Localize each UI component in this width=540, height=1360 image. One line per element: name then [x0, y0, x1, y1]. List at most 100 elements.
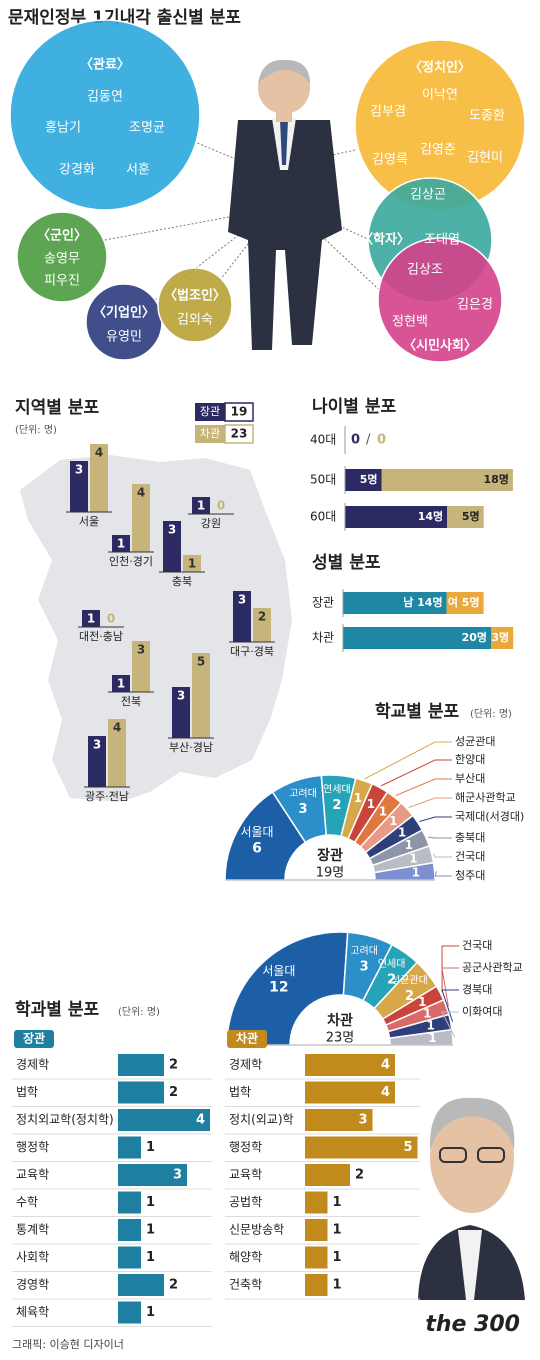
value-label: 18명 [483, 472, 508, 486]
row-label: 60대 [310, 510, 336, 524]
region-value: 0 [107, 612, 115, 626]
region-value: 0 [217, 499, 225, 513]
region-bar [132, 641, 150, 692]
chart-title: 성별 분포 [312, 553, 381, 573]
value-label: 1 [146, 1305, 155, 1320]
legend-swatch [195, 425, 225, 443]
slice-value: 2 [405, 989, 414, 1004]
row-label: 50대 [310, 473, 336, 487]
separator: / [366, 433, 371, 448]
region-bar [108, 719, 126, 787]
member-name: 김영춘 [420, 143, 456, 158]
member-name: 김외숙 [177, 313, 213, 328]
major-bar [305, 1109, 373, 1131]
row-label: 사회학 [16, 1250, 49, 1264]
slice-value: 1 [398, 825, 406, 839]
row-label: 행정학 [16, 1139, 49, 1154]
stacked-bar [381, 469, 513, 491]
region-value: 5 [197, 655, 205, 669]
row-label: 건축학 [229, 1278, 262, 1292]
member-name: 김부겸 [370, 105, 406, 120]
center-label: 장관 [317, 847, 343, 864]
group-circle [377, 237, 503, 363]
member-name: 김은경 [457, 298, 493, 313]
value-label: 0 [377, 433, 386, 448]
slice-name: 연세대 [378, 958, 406, 970]
row-label: 경제학 [16, 1058, 49, 1072]
korea-map [20, 455, 292, 802]
group-circle [16, 211, 108, 303]
slice-value: 3 [360, 959, 369, 974]
major-bar [305, 1136, 418, 1159]
value-label: 5명 [360, 472, 378, 486]
leader-line [434, 871, 452, 877]
value-label: 4 [381, 1058, 390, 1073]
slice-value: 1 [409, 851, 417, 865]
slice-name: 경북대 [462, 983, 492, 996]
region-value: 3 [177, 689, 185, 703]
region-bar [112, 535, 130, 552]
leader-line [419, 816, 452, 822]
value-label: 4 [381, 1085, 390, 1100]
member-name: 김영록 [372, 153, 408, 168]
region-value: 3 [75, 463, 83, 477]
legend-total: 19 [231, 405, 248, 419]
value-label: 3명 [491, 630, 509, 644]
donut-slice [226, 931, 349, 1046]
slice-value: 1 [423, 1006, 431, 1020]
group-label: 〈법조인〉 [164, 288, 226, 304]
group-circle [9, 19, 201, 211]
region-value: 3 [238, 593, 246, 607]
slice-name: 충북대 [455, 831, 485, 844]
value-label: 2 [169, 1058, 178, 1073]
value-label: 1 [146, 1140, 155, 1155]
value-label: 1 [333, 1195, 342, 1210]
row-label: 정치외교학(정치학) [16, 1113, 114, 1127]
credit: 그래픽: 이승현 디자이너 [12, 1338, 124, 1351]
region-label: 충북 [172, 575, 192, 588]
row-label: 수학 [16, 1195, 38, 1209]
leader-line [441, 1011, 459, 1038]
donut-slice [224, 791, 307, 881]
slice-value: 2 [332, 798, 341, 813]
group-label: 〈관료〉 [80, 57, 130, 73]
major-bar [118, 1164, 187, 1186]
legend-total: 23 [231, 427, 248, 441]
member-name: 조대엽 [424, 233, 460, 248]
region-value: 3 [168, 523, 176, 537]
row-label: 행정학 [229, 1139, 262, 1154]
region-value: 4 [137, 486, 145, 500]
slice-value: 1 [389, 814, 397, 828]
member-name: 송영무 [44, 252, 80, 267]
group-circle [85, 283, 163, 361]
row-label: 해양학 [229, 1250, 262, 1264]
value-label: 3 [173, 1168, 182, 1183]
slice-name: 공군사관학교 [462, 961, 523, 974]
row-label: 경영학 [16, 1278, 49, 1292]
row-label: 차관 [312, 631, 334, 645]
slice-name: 이화여대 [462, 1005, 502, 1018]
group-label: 〈학자〉 [360, 232, 410, 248]
region-value: 3 [93, 738, 101, 752]
row-label: 법학 [229, 1085, 251, 1099]
region-label: 대구·경북 [230, 645, 274, 658]
region-value: 1 [117, 537, 125, 551]
value-label: 4 [196, 1113, 205, 1128]
slice-value: 6 [252, 840, 262, 856]
main-title: 문재인정부 1기내각 출신별 분포 [8, 8, 241, 28]
center-total: 23명 [326, 1031, 355, 1046]
stacked-bar [345, 469, 382, 491]
leader-line [441, 945, 459, 993]
stacked-bar [447, 506, 484, 528]
major-bar [305, 1274, 328, 1296]
slice-name: 고려대 [350, 945, 378, 957]
legend-label: 차관 [200, 427, 220, 440]
stacked-bar [343, 592, 447, 614]
region-label: 광주·전남 [85, 790, 129, 803]
value-label: 여 5명 [448, 595, 480, 609]
region-bar [172, 687, 190, 738]
chart-title: 학과별 분포 [15, 1000, 99, 1020]
panel-name: 장관 [23, 1031, 45, 1046]
row-label: 법학 [16, 1085, 38, 1099]
member-name: 도종환 [469, 109, 505, 124]
